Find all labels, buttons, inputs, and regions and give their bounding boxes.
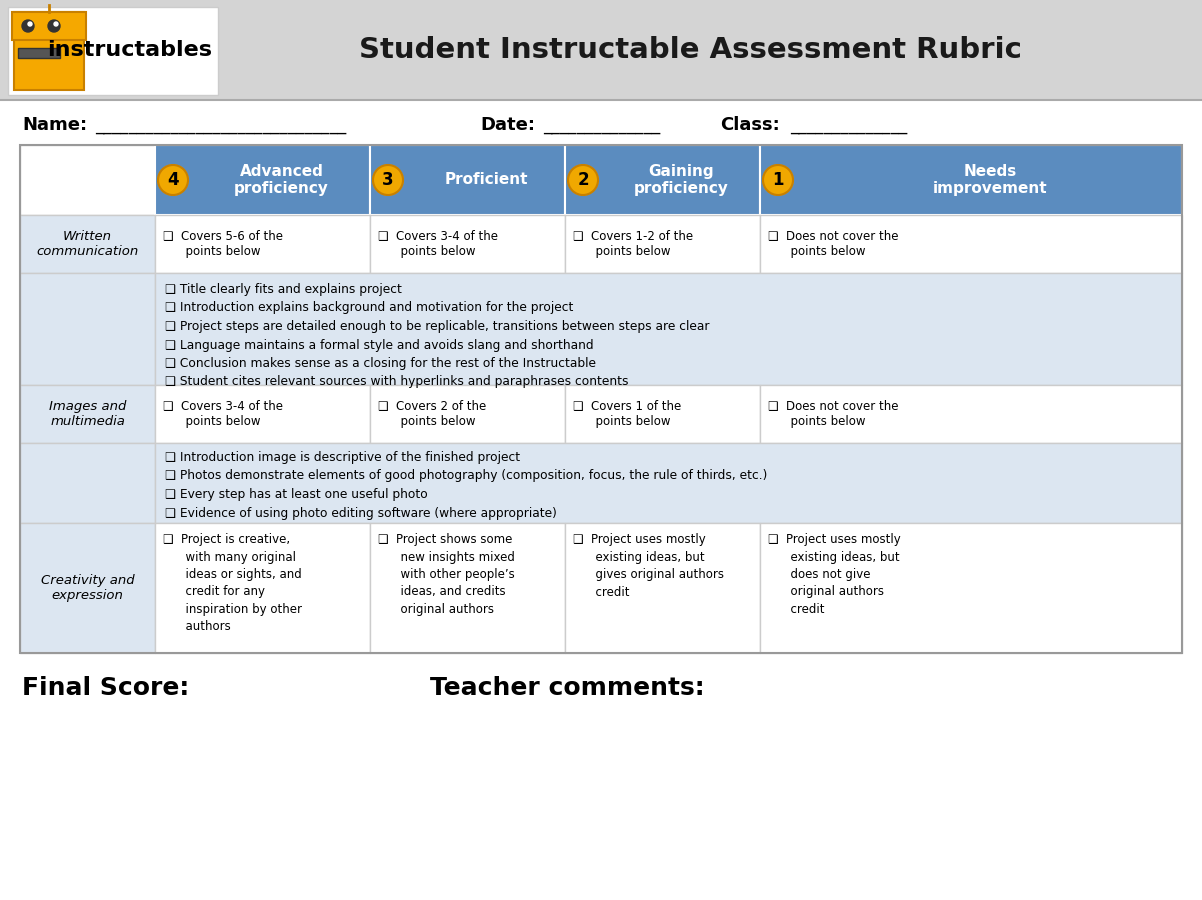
Text: Images and
multimedia: Images and multimedia — [49, 400, 126, 428]
Bar — [565, 215, 760, 273]
Bar — [0, 0, 1202, 100]
Bar — [20, 385, 155, 443]
Bar — [370, 523, 565, 653]
Text: Advanced
proficiency: Advanced proficiency — [234, 164, 329, 196]
Bar — [155, 145, 370, 215]
Text: ❑  Project uses mostly
      existing ideas, but
      does not give
      origi: ❑ Project uses mostly existing ideas, bu… — [768, 533, 900, 616]
Text: ______________: ______________ — [790, 116, 908, 134]
Text: instructables: instructables — [48, 40, 213, 60]
Bar — [370, 145, 565, 215]
Bar — [565, 145, 760, 215]
Bar — [370, 385, 565, 443]
Circle shape — [22, 20, 34, 32]
Circle shape — [763, 165, 793, 195]
Bar — [20, 523, 155, 653]
Text: 2: 2 — [577, 171, 589, 189]
Text: ❑  Does not cover the
      points below: ❑ Does not cover the points below — [768, 230, 899, 258]
Text: 3: 3 — [382, 171, 394, 189]
Text: Teacher comments:: Teacher comments: — [430, 676, 704, 700]
Bar — [18, 48, 60, 58]
Text: Class:: Class: — [720, 116, 780, 134]
Bar — [155, 385, 370, 443]
Bar — [155, 443, 1182, 523]
Circle shape — [28, 22, 32, 26]
Text: 4: 4 — [167, 171, 179, 189]
Text: ❑ Title clearly fits and explains project
❑ Introduction explains background and: ❑ Title clearly fits and explains projec… — [165, 283, 709, 389]
Bar — [155, 273, 1182, 385]
Bar — [760, 523, 1182, 653]
Text: ❑  Covers 2 of the
      points below: ❑ Covers 2 of the points below — [377, 400, 487, 428]
Bar — [14, 12, 84, 90]
Text: ❑  Project shows some
      new insights mixed
      with other people’s
      i: ❑ Project shows some new insights mixed … — [377, 533, 514, 616]
Bar — [20, 145, 1182, 653]
Bar — [20, 145, 155, 215]
Text: 1: 1 — [772, 171, 784, 189]
Circle shape — [54, 22, 58, 26]
Bar — [155, 215, 370, 273]
Bar — [760, 385, 1182, 443]
Bar — [760, 145, 1182, 215]
Text: ______________: ______________ — [543, 116, 660, 134]
Text: ❑ Introduction image is descriptive of the finished project
❑ Photos demonstrate: ❑ Introduction image is descriptive of t… — [165, 451, 767, 519]
Text: ❑  Covers 3-4 of the
      points below: ❑ Covers 3-4 of the points below — [163, 400, 282, 428]
Text: Needs
improvement: Needs improvement — [933, 164, 1047, 196]
Bar — [12, 12, 87, 40]
Text: ❑  Covers 3-4 of the
      points below: ❑ Covers 3-4 of the points below — [377, 230, 498, 258]
Bar — [760, 215, 1182, 273]
Text: ❑  Covers 1 of the
      points below: ❑ Covers 1 of the points below — [573, 400, 682, 428]
Bar — [155, 523, 370, 653]
Bar — [20, 273, 155, 385]
Circle shape — [157, 165, 188, 195]
Bar — [370, 215, 565, 273]
Text: Final Score:: Final Score: — [22, 676, 189, 700]
Text: Gaining
proficiency: Gaining proficiency — [635, 164, 728, 196]
Text: Creativity and
expression: Creativity and expression — [41, 574, 135, 602]
Circle shape — [569, 165, 599, 195]
Text: Proficient: Proficient — [445, 173, 528, 187]
Text: ❑  Covers 5-6 of the
      points below: ❑ Covers 5-6 of the points below — [163, 230, 282, 258]
Bar — [565, 523, 760, 653]
Circle shape — [48, 20, 60, 32]
Text: Written
communication: Written communication — [36, 230, 138, 258]
Text: ❑  Project uses mostly
      existing ideas, but
      gives original authors
  : ❑ Project uses mostly existing ideas, bu… — [573, 533, 724, 598]
Circle shape — [373, 165, 403, 195]
Text: ❑  Covers 1-2 of the
      points below: ❑ Covers 1-2 of the points below — [573, 230, 694, 258]
Bar — [20, 443, 155, 523]
Text: ______________________________: ______________________________ — [95, 116, 346, 134]
Text: Name:: Name: — [22, 116, 87, 134]
Text: ❑  Project is creative,
      with many original
      ideas or sights, and
    : ❑ Project is creative, with many origina… — [163, 533, 302, 634]
Text: Student Instructable Assessment Rubric: Student Instructable Assessment Rubric — [358, 36, 1022, 64]
Text: ❑  Does not cover the
      points below: ❑ Does not cover the points below — [768, 400, 899, 428]
Text: Date:: Date: — [480, 116, 535, 134]
Bar — [8, 7, 218, 95]
Bar — [565, 385, 760, 443]
Bar — [20, 215, 155, 273]
